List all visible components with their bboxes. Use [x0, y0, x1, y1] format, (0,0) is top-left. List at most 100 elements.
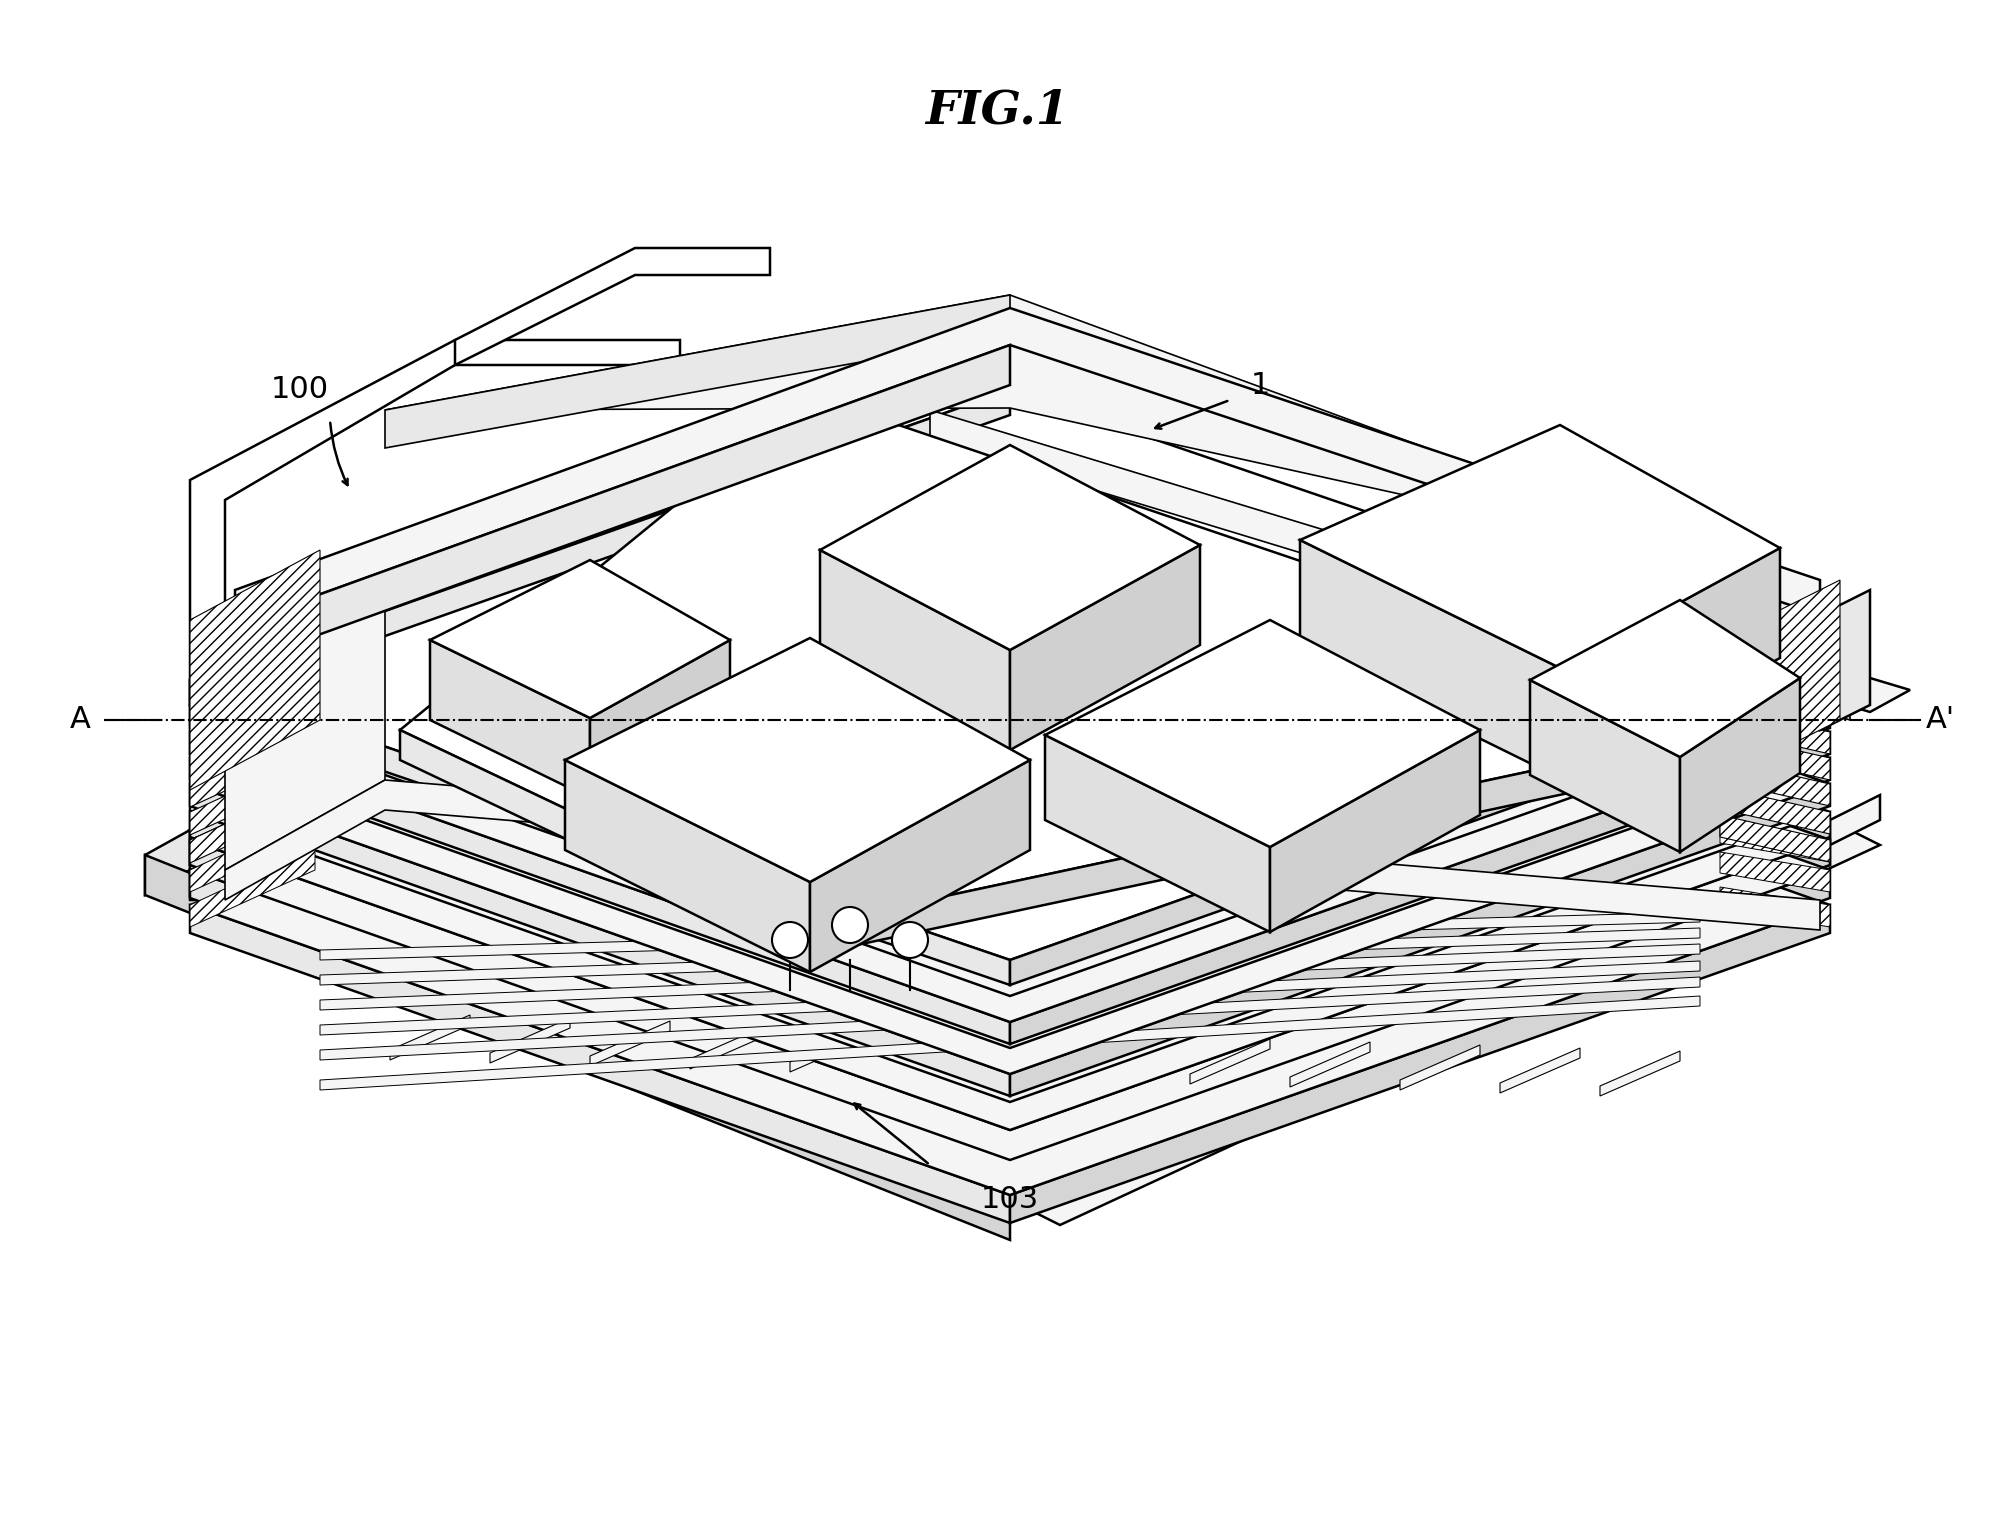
Polygon shape — [1721, 822, 1830, 862]
Polygon shape — [1011, 840, 1830, 1154]
Polygon shape — [1721, 759, 1830, 807]
Polygon shape — [1721, 682, 1830, 727]
Polygon shape — [189, 869, 1011, 1188]
Polygon shape — [189, 756, 309, 836]
Polygon shape — [235, 308, 1821, 625]
Polygon shape — [1270, 730, 1480, 932]
Polygon shape — [790, 1026, 869, 1072]
Polygon shape — [1830, 795, 1880, 845]
Polygon shape — [1681, 679, 1801, 852]
Polygon shape — [189, 703, 309, 781]
Polygon shape — [189, 782, 315, 862]
Polygon shape — [1529, 680, 1681, 852]
Polygon shape — [189, 840, 1011, 1154]
Polygon shape — [455, 249, 770, 364]
Polygon shape — [1300, 425, 1781, 668]
Polygon shape — [1781, 612, 1821, 730]
Polygon shape — [1559, 547, 1781, 778]
Polygon shape — [189, 441, 1830, 1205]
Text: 1: 1 — [1250, 371, 1270, 400]
Polygon shape — [189, 651, 309, 729]
Polygon shape — [189, 680, 1011, 985]
Polygon shape — [319, 978, 1701, 1060]
Polygon shape — [235, 345, 1011, 665]
Polygon shape — [1761, 580, 1840, 759]
Polygon shape — [189, 729, 309, 807]
Polygon shape — [491, 1019, 570, 1063]
Text: 100: 100 — [271, 375, 329, 404]
Polygon shape — [1011, 904, 1830, 1223]
Polygon shape — [1011, 758, 1830, 1071]
Polygon shape — [189, 785, 309, 863]
Polygon shape — [564, 637, 1031, 881]
Polygon shape — [189, 846, 315, 927]
Polygon shape — [189, 442, 1830, 1022]
Polygon shape — [1045, 621, 1480, 846]
Polygon shape — [189, 904, 1011, 1223]
Polygon shape — [431, 560, 730, 718]
Text: A: A — [70, 706, 90, 735]
Polygon shape — [1290, 1042, 1370, 1087]
Polygon shape — [989, 1032, 1071, 1078]
Polygon shape — [1011, 706, 1830, 1019]
Polygon shape — [189, 811, 1011, 1127]
Polygon shape — [1781, 580, 1821, 730]
Polygon shape — [1499, 1048, 1579, 1093]
Polygon shape — [820, 551, 1011, 750]
Polygon shape — [889, 1029, 969, 1075]
Circle shape — [831, 907, 867, 942]
Polygon shape — [1721, 734, 1830, 779]
Polygon shape — [401, 395, 1771, 926]
Polygon shape — [189, 732, 1011, 1045]
Polygon shape — [189, 551, 1830, 1130]
Polygon shape — [590, 1022, 670, 1066]
Polygon shape — [146, 856, 1011, 1240]
Polygon shape — [1821, 590, 1870, 730]
Polygon shape — [189, 522, 1830, 1103]
Polygon shape — [225, 580, 385, 869]
Polygon shape — [189, 615, 1830, 1196]
Polygon shape — [1721, 852, 1830, 892]
Polygon shape — [189, 390, 1011, 705]
Polygon shape — [319, 944, 1701, 1010]
Polygon shape — [189, 677, 309, 755]
Polygon shape — [189, 551, 319, 790]
Polygon shape — [189, 811, 315, 892]
Polygon shape — [146, 830, 189, 895]
Polygon shape — [189, 468, 1830, 1048]
Polygon shape — [225, 779, 1821, 930]
Text: 103: 103 — [981, 1185, 1039, 1214]
Polygon shape — [1721, 787, 1830, 834]
Polygon shape — [1091, 1035, 1170, 1081]
Polygon shape — [590, 640, 730, 798]
Polygon shape — [189, 840, 1011, 1154]
Polygon shape — [810, 759, 1031, 971]
Polygon shape — [189, 416, 1830, 996]
Circle shape — [772, 923, 808, 958]
Polygon shape — [431, 640, 590, 798]
Polygon shape — [385, 294, 1781, 578]
Polygon shape — [189, 685, 530, 895]
Polygon shape — [1011, 732, 1830, 1045]
Polygon shape — [1830, 679, 1910, 712]
Polygon shape — [319, 912, 1701, 961]
Text: FIG.1: FIG.1 — [925, 87, 1069, 133]
Circle shape — [891, 923, 927, 958]
Polygon shape — [401, 730, 810, 955]
Polygon shape — [1721, 814, 1830, 862]
Polygon shape — [319, 996, 1701, 1090]
Polygon shape — [564, 759, 810, 971]
Text: A': A' — [1926, 706, 1954, 735]
Polygon shape — [1400, 1045, 1480, 1090]
Polygon shape — [1011, 669, 1830, 985]
Polygon shape — [319, 961, 1701, 1035]
Polygon shape — [319, 929, 1701, 985]
Polygon shape — [189, 390, 1830, 961]
Polygon shape — [1011, 869, 1830, 1188]
Polygon shape — [391, 1016, 471, 1060]
Polygon shape — [189, 784, 1011, 1096]
Polygon shape — [810, 720, 1771, 955]
Polygon shape — [189, 706, 1011, 1019]
Polygon shape — [1300, 540, 1559, 778]
Polygon shape — [1011, 544, 1200, 750]
